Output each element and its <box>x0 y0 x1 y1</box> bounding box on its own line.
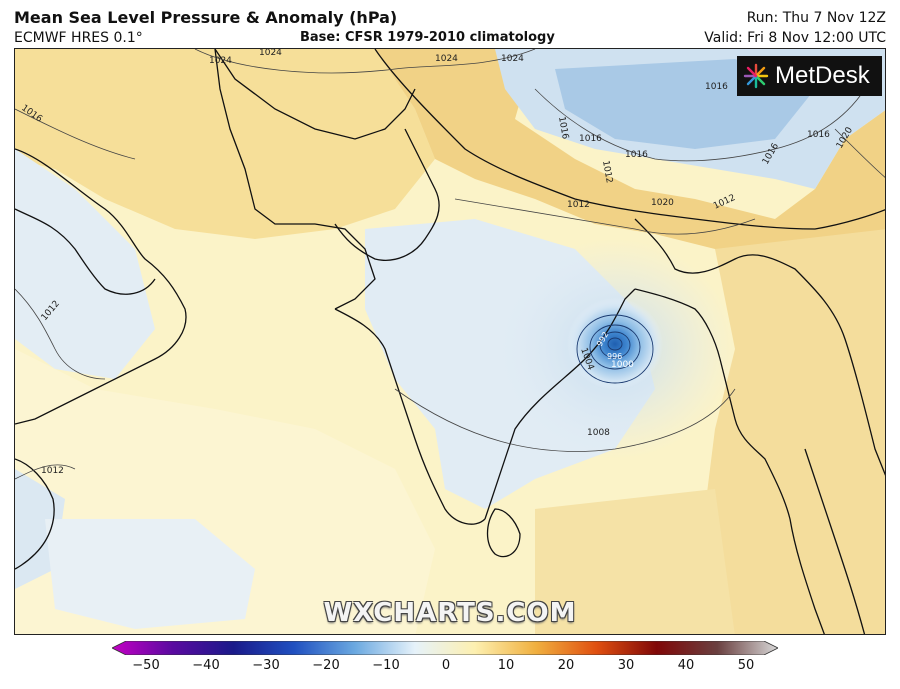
colorbar-tick-label: 50 <box>737 658 755 673</box>
colorbar-tick-label: −40 <box>192 658 220 673</box>
watermark: WXCHARTS.COM <box>323 598 577 628</box>
isobar-label: 1024 <box>209 56 232 66</box>
coastline-arabia <box>15 148 187 425</box>
colorbar-tick-label: −30 <box>252 658 280 673</box>
isobar-label: 1024 <box>259 49 282 58</box>
colorbar-tick-label: 40 <box>677 658 695 673</box>
isobar-1012-arabia <box>15 288 106 380</box>
isobar-label: 1012 <box>41 466 64 476</box>
chart-title: Mean Sea Level Pressure & Anomaly (hPa) <box>14 8 398 27</box>
valid-time: Valid: Fri 8 Nov 12:00 UTC <box>704 30 886 46</box>
border-himalaya <box>374 49 885 230</box>
isobar-label: 1000 <box>611 360 634 370</box>
isobar-label: 1012 <box>567 200 590 210</box>
isobar-label: 996 <box>607 352 622 361</box>
anomaly-negative-indian-ocean <box>45 519 255 629</box>
isobar-1012-foothills <box>454 198 756 235</box>
colorbar <box>112 641 778 655</box>
pressure-anomaly-map: 1024 1024 1024 1024 1016 1016 1016 1016 … <box>15 49 885 634</box>
coastline-thai-peninsula <box>804 448 866 634</box>
isobar-1024-north <box>194 49 536 74</box>
isobar-1000-cyclone <box>589 324 641 370</box>
base-climatology: Base: CFSR 1979-2010 climatology <box>300 30 555 45</box>
colorbar-body <box>112 641 778 655</box>
coastline-persian-gulf <box>15 208 156 295</box>
colorbar-tick-label: −10 <box>372 658 400 673</box>
isobar-label: 1008 <box>587 428 610 438</box>
colorbar-scale <box>112 641 778 655</box>
coastline-india-east <box>484 288 636 520</box>
isobar-label: 1016 <box>579 134 602 144</box>
border-iran-pakistan <box>214 49 376 310</box>
colorbar-tick-label: 0 <box>441 658 451 673</box>
isobar-label: 1016 <box>807 130 830 140</box>
isobar-label: 1012 <box>600 160 614 184</box>
model-name: ECMWF HRES 0.1° <box>14 30 143 46</box>
colorbar-tick-label: −20 <box>312 658 340 673</box>
isobar-label: 1020 <box>651 198 674 208</box>
border-north-east <box>634 218 885 476</box>
isobar-1020-east <box>834 128 885 178</box>
anomaly-positive-north-west <box>15 49 435 239</box>
isobar-996-cyclone <box>599 331 631 359</box>
run-time: Run: Thu 7 Nov 12Z <box>746 10 886 26</box>
colorbar-tick-label: 10 <box>497 658 515 673</box>
colorbar-ticks: −50 −40 −30 −20 −10 0 10 20 30 40 50 <box>0 658 900 678</box>
isobar-1012-africa <box>15 464 76 480</box>
coastline-africa-horn <box>15 458 55 570</box>
coastline-sri-lanka <box>486 508 521 558</box>
isobar-992-cyclone <box>607 337 623 351</box>
isobar-label: 1024 <box>501 54 524 64</box>
metdesk-logo: MetDesk <box>737 56 882 96</box>
isobar-label: 1016 <box>625 150 648 160</box>
isobar-1004-cyclone <box>576 314 654 384</box>
cyclone-low <box>567 298 663 390</box>
colorbar-tick-label: 20 <box>557 658 575 673</box>
logo-text: MetDesk <box>775 62 870 89</box>
coastline-india-west <box>334 308 486 525</box>
map-panel: 1024 1024 1024 1024 1016 1016 1016 1016 … <box>14 48 886 635</box>
anomaly-positive-east <box>705 229 885 634</box>
metdesk-starburst-icon <box>743 63 769 89</box>
isobar-label: 1016 <box>556 116 570 141</box>
anomaly-positive-himalaya <box>375 49 885 269</box>
colorbar-tick-label: −50 <box>132 658 160 673</box>
isobar-1016-tibet <box>534 88 866 162</box>
isobar-1016-northwest <box>15 108 136 160</box>
border-pakistan-india <box>334 128 440 261</box>
isobar-label: 1024 <box>435 54 458 64</box>
coastline-bangladesh <box>634 288 721 360</box>
colorbar-tick-label: 30 <box>617 658 635 673</box>
anomaly-positive-southeast <box>535 489 735 634</box>
border-afghanistan <box>214 49 416 140</box>
coastline-myanmar <box>719 358 825 634</box>
isobar-label: 1016 <box>705 82 728 92</box>
isobar-1008-bay <box>394 388 736 452</box>
